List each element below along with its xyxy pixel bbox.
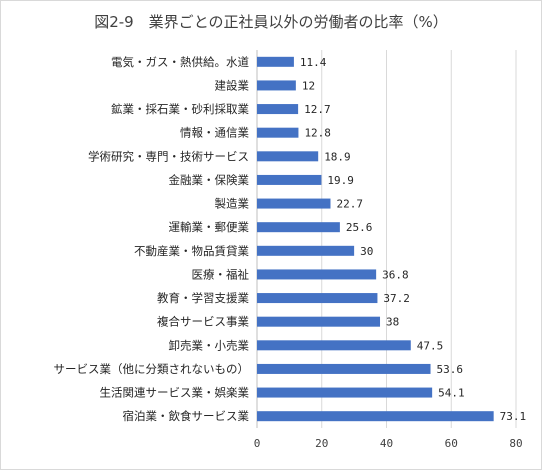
category-label: 運輸業・郵便業 (169, 220, 250, 234)
category-label: 電気・ガス・熱供給。水道 (111, 55, 249, 69)
data-label: 73.1 (500, 410, 527, 423)
data-label: 25.6 (346, 221, 373, 234)
data-label: 19.9 (327, 174, 354, 187)
category-label: サービス業（他に分類されないもの） (54, 362, 250, 376)
bars (257, 56, 494, 422)
category-label: 生活関連サービス業・娯楽業 (100, 386, 250, 400)
category-label: 建設業 (215, 78, 250, 92)
bar (257, 127, 299, 138)
bar (257, 222, 340, 233)
data-label: 53.6 (437, 363, 464, 376)
labels: 0 20 40 60 80 電気・ガス・熱供給。水道 11.4 建設業 12 鉱業・採石業・砂利採… (54, 55, 527, 450)
data-label: 38 (386, 316, 399, 329)
x-tick-label: 60 (445, 437, 458, 450)
bar (257, 340, 411, 351)
bar (257, 174, 322, 185)
x-tick-label: 40 (380, 437, 393, 450)
x-tick-label: 0 (254, 437, 261, 450)
category-label: 卸売業・小売業 (169, 338, 250, 352)
category-label: 不動産業・物品賃貸業 (134, 244, 249, 258)
data-label: 18.9 (324, 150, 351, 163)
chart-title: 図2-9 業界ごとの正社員以外の労働者の比率（%） (94, 13, 448, 31)
bar (257, 56, 294, 67)
bar (257, 80, 296, 91)
data-label: 30 (360, 245, 373, 258)
data-label: 12.7 (304, 103, 331, 116)
data-label: 47.5 (417, 339, 444, 352)
category-label: 情報・通信業 (180, 126, 249, 140)
bar (257, 245, 355, 256)
category-label: 教育・学習支援業 (157, 291, 249, 305)
category-label: 鉱業・採石業・砂利採取業 (111, 102, 249, 116)
data-label: 11.4 (300, 56, 327, 69)
bar (257, 198, 331, 209)
data-label: 12 (302, 79, 315, 92)
category-label: 製造業 (215, 197, 250, 211)
category-label: 複合サービス事業 (157, 315, 249, 329)
bar (257, 269, 377, 280)
bar (257, 293, 378, 304)
data-label: 36.8 (382, 268, 409, 281)
x-tick-label: 20 (315, 437, 328, 450)
bar (257, 316, 381, 327)
bar (257, 363, 431, 374)
bar (257, 151, 319, 162)
category-label: 宿泊業・飲食サービス業 (123, 409, 250, 423)
category-label: 学術研究・専門・技術サービス (88, 149, 249, 163)
bar (257, 104, 299, 115)
bar (257, 387, 433, 398)
category-label: 医療・福祉 (192, 267, 250, 281)
data-label: 12.8 (304, 127, 331, 140)
bar (257, 411, 494, 422)
data-label: 37.2 (383, 292, 410, 305)
category-label: 金融業・保険業 (169, 173, 250, 187)
x-tick-label: 80 (509, 437, 522, 450)
data-label: 22.7 (336, 198, 363, 211)
data-label: 54.1 (438, 387, 465, 400)
